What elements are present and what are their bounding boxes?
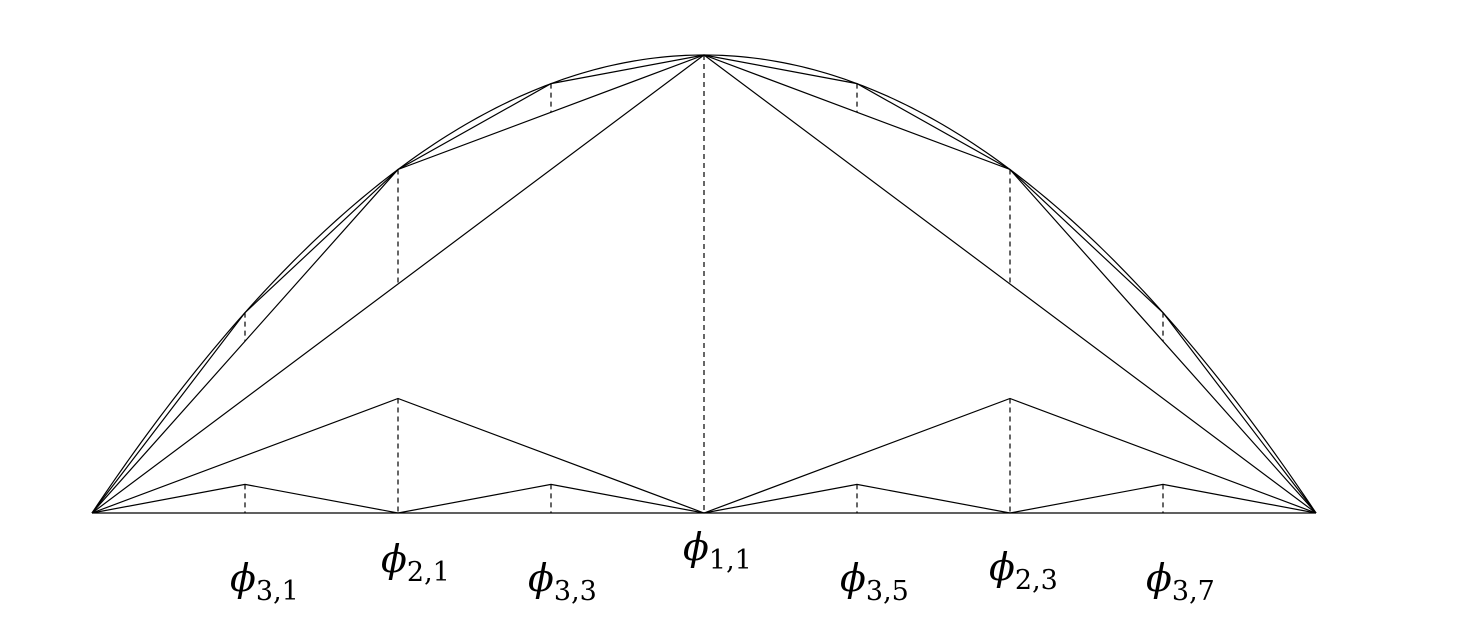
label-phi-3-3: ϕ3,3 — [528, 556, 597, 607]
label-phi-1-1: ϕ1,1 — [683, 525, 752, 576]
label-phi-2-3: ϕ2,3 — [989, 545, 1058, 596]
diagram-labels: ϕ3,1 ϕ2,1 ϕ3,3 ϕ1,1 ϕ3,5 ϕ2,3 ϕ3,7 — [230, 525, 1215, 607]
label-phi-3-1: ϕ3,1 — [230, 556, 299, 607]
label-phi-3-7: ϕ3,7 — [1146, 556, 1215, 607]
label-phi-2-1: ϕ2,1 — [381, 537, 450, 588]
label-phi-3-5: ϕ3,5 — [840, 556, 909, 607]
diagram-lines — [91, 54, 1317, 514]
